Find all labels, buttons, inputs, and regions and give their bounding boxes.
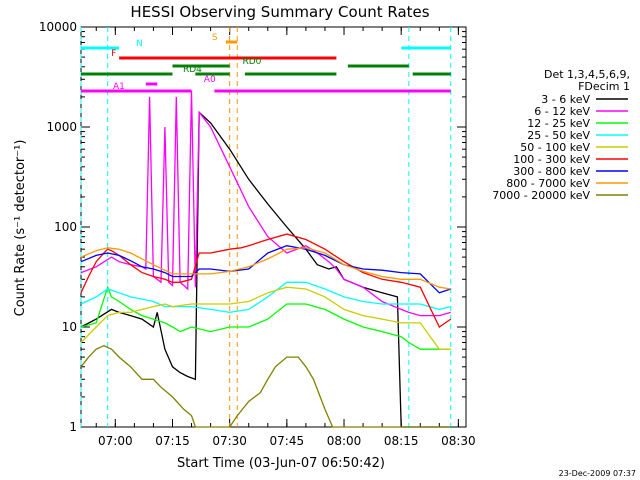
legend-entry-label: 50 - 100 keV bbox=[520, 141, 590, 154]
flag-label: F bbox=[111, 49, 116, 59]
series-line bbox=[80, 286, 451, 350]
series-line bbox=[80, 245, 452, 294]
legend-entry-label: 25 - 50 keV bbox=[527, 129, 590, 142]
flag-label: N bbox=[136, 39, 143, 49]
x-tick-label: 08:15 bbox=[384, 434, 419, 448]
series-line bbox=[80, 285, 451, 350]
series-line bbox=[80, 344, 451, 428]
legend-header-line-2: FDecim 1 bbox=[578, 80, 630, 93]
x-tick-label: 07:30 bbox=[212, 434, 247, 448]
x-tick-label: 08:30 bbox=[441, 434, 476, 448]
footer-date: 23-Dec-2009 07:37 bbox=[559, 469, 636, 478]
flag-label: S bbox=[212, 33, 218, 43]
series-line bbox=[80, 233, 452, 328]
y-tick-label: 1000 bbox=[46, 120, 77, 134]
x-axis-label: Start Time (03-Jun-07 06:50:42) bbox=[177, 456, 385, 471]
legend-entry-label: 6 - 12 keV bbox=[534, 105, 590, 118]
series-line bbox=[80, 247, 451, 290]
legend-entry-label: 300 - 800 keV bbox=[513, 165, 590, 178]
flag-label: RD4 bbox=[183, 65, 202, 75]
legend-entry-label: 3 - 6 keV bbox=[541, 93, 590, 106]
y-axis-label: Count Rate (s⁻¹ detector⁻¹) bbox=[13, 140, 28, 317]
series-line bbox=[80, 281, 451, 314]
x-tick-label: 07:15 bbox=[155, 434, 190, 448]
y-tick-label: 100 bbox=[54, 220, 77, 234]
legend-entry-label: 800 - 7000 keV bbox=[506, 177, 590, 190]
legend-entry-label: 7000 - 20000 keV bbox=[492, 189, 590, 202]
flag-label: A0 bbox=[204, 75, 216, 85]
legend-entry-label: 100 - 300 keV bbox=[513, 153, 590, 166]
flag-label: RD0 bbox=[242, 57, 261, 67]
y-tick-label: 10000 bbox=[39, 20, 77, 34]
x-tick-label: 07:00 bbox=[98, 434, 133, 448]
legend-entry-label: 12 - 25 keV bbox=[527, 117, 590, 130]
y-tick-label: 1 bbox=[69, 420, 77, 434]
plot-frame bbox=[80, 26, 467, 428]
chart-title: HESSI Observing Summary Count Rates bbox=[130, 3, 429, 21]
legend-header-line-1: Det 1,3,4,5,6,9, bbox=[544, 68, 630, 81]
x-tick-label: 07:45 bbox=[270, 434, 305, 448]
y-tick-label: 10 bbox=[62, 320, 77, 334]
flag-label: A1 bbox=[113, 82, 125, 92]
series-line bbox=[80, 110, 451, 428]
series-line bbox=[80, 90, 451, 317]
x-tick-label: 08:00 bbox=[327, 434, 362, 448]
